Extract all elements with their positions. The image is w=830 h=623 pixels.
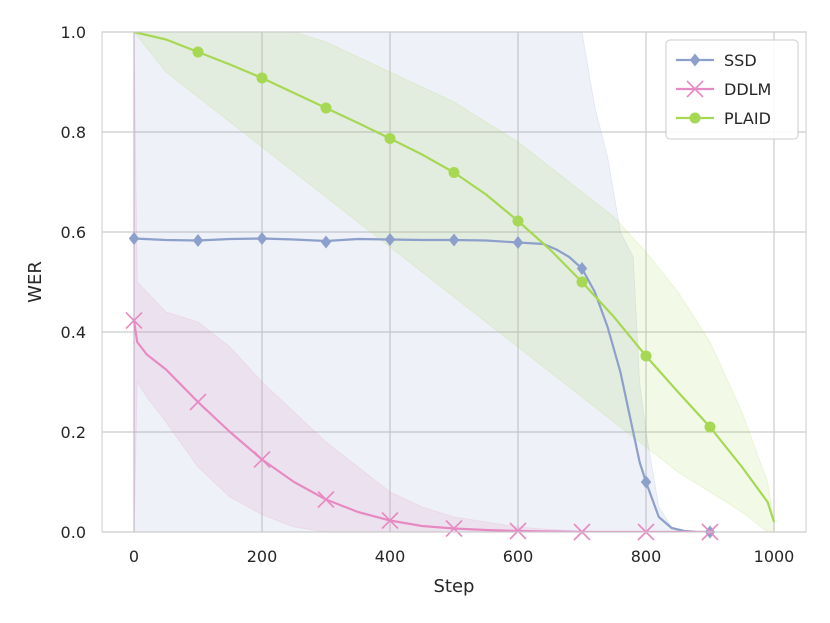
ssd-point [512, 236, 524, 249]
ddlm-point [253, 450, 271, 469]
plaid-band [133, 32, 775, 532]
ssd-point [384, 233, 396, 246]
ssd-band [133, 32, 710, 532]
confidence-bands [133, 32, 775, 532]
ddlm-point [189, 393, 207, 411]
plaid-point [704, 421, 716, 433]
ssd-point [320, 235, 332, 249]
legend-marker-ddlm-stroke-b [686, 80, 704, 98]
legend-label-ssd: SSD [724, 51, 757, 70]
x-tick-labels: 0 200 400 600 800 1000 [129, 547, 794, 566]
x-tick-label: 200 [247, 547, 278, 566]
ssd-point [256, 232, 268, 245]
ssd-point [448, 233, 460, 247]
plaid-point [320, 102, 332, 114]
ddlm-point-stroke-b [253, 450, 271, 469]
ddlm-point-stroke-b [189, 393, 207, 411]
ddlm-point [317, 490, 335, 509]
ssd-point [640, 475, 652, 489]
plaid-point [640, 350, 652, 362]
plaid-point [384, 133, 396, 144]
legend-label-ddlm: DDLM [724, 80, 771, 99]
x-tick-label: 800 [631, 547, 662, 566]
x-tick-label: 1000 [754, 547, 795, 566]
x-tick-label: 0 [129, 547, 139, 566]
y-tick-label: 0.2 [61, 423, 86, 442]
ddlm-point-stroke-b [381, 511, 399, 530]
y-tick-labels: 0.0 0.2 0.4 0.6 0.8 1.0 [61, 23, 86, 542]
ssd-point [192, 234, 204, 247]
ddlm-point-stroke-b [125, 311, 143, 330]
ddlm-point-stroke-b [509, 522, 527, 540]
series-markers [125, 46, 719, 541]
y-tick-label: 0.6 [61, 223, 86, 242]
y-axis-label: WER [25, 261, 46, 303]
y-tick-label: 0.0 [61, 523, 86, 542]
x-tick-label: 400 [375, 547, 406, 566]
plot-frame [101, 31, 807, 533]
ddlm-point-stroke-b [445, 519, 463, 538]
legend: SSD DDLM PLAID [665, 39, 799, 140]
y-tick-label: 1.0 [61, 23, 86, 42]
legend-marker-ddlm [686, 80, 704, 98]
ssd-line [133, 237, 710, 532]
x-tick-label: 600 [503, 547, 534, 566]
plaid-point [448, 167, 460, 178]
ssd-point [576, 262, 588, 275]
ddlm-point [509, 522, 527, 540]
x-axis-label: Step [434, 576, 475, 597]
y-tick-label: 0.4 [61, 323, 86, 342]
ssd-point [128, 232, 140, 245]
plaid-point [512, 215, 524, 227]
legend-label-plaid: PLAID [724, 109, 771, 128]
plaid-point [192, 46, 204, 58]
ddlm-point-stroke-b [317, 490, 335, 509]
ddlm-band [133, 32, 710, 532]
ddlm-point [445, 519, 463, 538]
y-tick-label: 0.8 [61, 123, 86, 142]
ddlm-point [381, 511, 399, 530]
legend-marker-plaid [689, 112, 701, 124]
plaid-point [256, 72, 268, 84]
plaid-point [576, 276, 588, 288]
ddlm-point [125, 311, 143, 330]
legend-marker-ssd [689, 53, 701, 67]
plaid-line [133, 32, 776, 523]
